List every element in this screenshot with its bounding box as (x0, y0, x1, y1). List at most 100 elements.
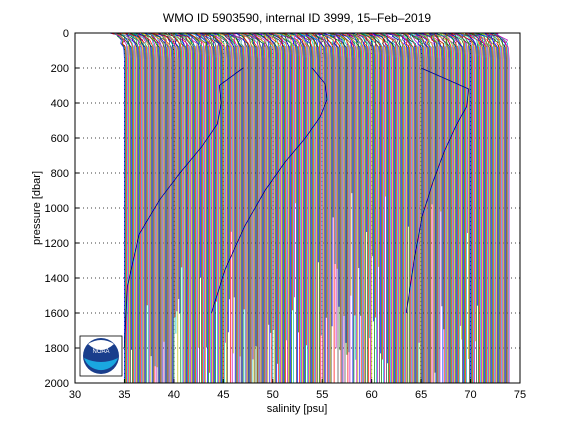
x-tick-label: 40 (168, 389, 180, 401)
salinity-profile (251, 33, 269, 383)
highlight-profile (405, 67, 470, 314)
salinity-profile (488, 33, 502, 383)
salinity-profile (117, 33, 133, 383)
salinity-profile (346, 33, 363, 383)
salinity-profile (414, 33, 432, 383)
salinity-profile (452, 33, 467, 383)
x-tick-label: 55 (316, 389, 328, 401)
salinity-profile (204, 33, 218, 383)
salinity-profile (299, 33, 315, 383)
salinity-profile (146, 33, 162, 383)
salinity-profile (124, 33, 139, 383)
salinity-profile (240, 33, 258, 383)
salinity-profile (313, 33, 330, 383)
salinity-profile (196, 33, 210, 373)
salinity-profile (371, 33, 388, 364)
salinity-profile (177, 33, 195, 383)
y-axis-ticks: 0 200 400 600 800 1000 1200 1400 1600 1800 2000 (45, 28, 79, 390)
chart-title: WMO ID 5903590, internal ID 3999, 15–Feb… (163, 11, 431, 25)
salinity-profile (272, 33, 287, 341)
salinity-profile (370, 33, 385, 383)
salinity-profile (320, 33, 337, 349)
salinity-profile (329, 33, 343, 383)
salinity-profile (128, 33, 145, 383)
salinity-profile (169, 33, 183, 268)
salinity-profile (437, 33, 454, 383)
salinity-profile (187, 33, 204, 383)
salinity-profile (474, 33, 490, 383)
salinity-profile (144, 33, 159, 383)
salinity-profile (434, 33, 449, 383)
salinity-profile (323, 33, 340, 307)
salinity-profile (168, 33, 184, 383)
salinity-profile (431, 33, 446, 383)
salinity-profile (306, 33, 320, 383)
salinity-profile (222, 33, 238, 383)
y-tick-label: 1600 (45, 308, 69, 320)
x-tick-label: 60 (366, 389, 378, 401)
salinity-profile (384, 33, 401, 383)
profile-series (109, 33, 510, 383)
salinity-profile (489, 33, 503, 383)
salinity-profile (416, 33, 433, 205)
salinity-profile (141, 33, 154, 383)
salinity-profile (230, 33, 247, 383)
y-tick-label: 1400 (45, 273, 69, 285)
salinity-profile (217, 33, 234, 354)
salinity-profile (127, 33, 142, 383)
salinity-profile (237, 33, 254, 360)
salinity-profile (315, 33, 329, 383)
salinity-profile (150, 33, 165, 342)
salinity-profile (484, 33, 499, 383)
salinity-profile (123, 33, 142, 383)
salinity-profile (448, 33, 464, 383)
salinity-profile (378, 33, 394, 383)
salinity-profile (312, 33, 326, 383)
salinity-profile (186, 33, 202, 383)
salinity-profile (363, 33, 379, 267)
salinity-profile (401, 33, 417, 383)
salinity-profile (114, 33, 129, 383)
salinity-profile (131, 33, 147, 383)
salinity-profile (264, 33, 278, 383)
x-axis-ticks: 30 35 40 45 50 55 60 65 70 75 (69, 379, 526, 401)
salinity-profile (252, 33, 266, 383)
salinity-profile (384, 33, 399, 383)
salinity-profile (227, 33, 243, 383)
salinity-profile (447, 33, 462, 326)
salinity-profile (233, 33, 250, 383)
salinity-profile (452, 33, 468, 233)
salinity-profile (407, 33, 425, 383)
salinity-profile (441, 33, 455, 383)
salinity-profile (475, 33, 489, 383)
highlight-profile (211, 67, 328, 314)
salinity-profile (289, 33, 305, 383)
x-tick-label: 75 (514, 389, 526, 401)
salinity-profile (315, 33, 331, 383)
salinity-profile (210, 33, 227, 383)
salinity-profile (331, 33, 348, 355)
salinity-profile (458, 33, 475, 383)
salinity-profile (269, 33, 285, 383)
salinity-profile (464, 33, 478, 306)
plot-area: 30 35 40 45 50 55 60 65 70 75 0 200 400 600 800 1000 12… (45, 28, 527, 401)
salinity-profile (196, 33, 212, 383)
salinity-profile (425, 33, 440, 383)
salinity-profile (321, 33, 334, 218)
salinity-profile (360, 33, 375, 383)
salinity-profile (283, 33, 299, 333)
x-tick-label: 50 (267, 389, 279, 401)
salinity-profile (194, 33, 209, 383)
salinity-profile (239, 33, 255, 383)
salinity-profile (365, 33, 382, 383)
salinity-profile (111, 33, 127, 383)
salinity-profile (357, 33, 373, 383)
salinity-profile (322, 33, 336, 264)
salinity-profile (152, 33, 167, 383)
salinity-profile (251, 33, 268, 383)
salinity-profile (344, 33, 358, 383)
salinity-profile (161, 33, 179, 383)
salinity-profile (292, 33, 309, 383)
salinity-profile (271, 33, 288, 383)
salinity-profile (477, 33, 492, 383)
